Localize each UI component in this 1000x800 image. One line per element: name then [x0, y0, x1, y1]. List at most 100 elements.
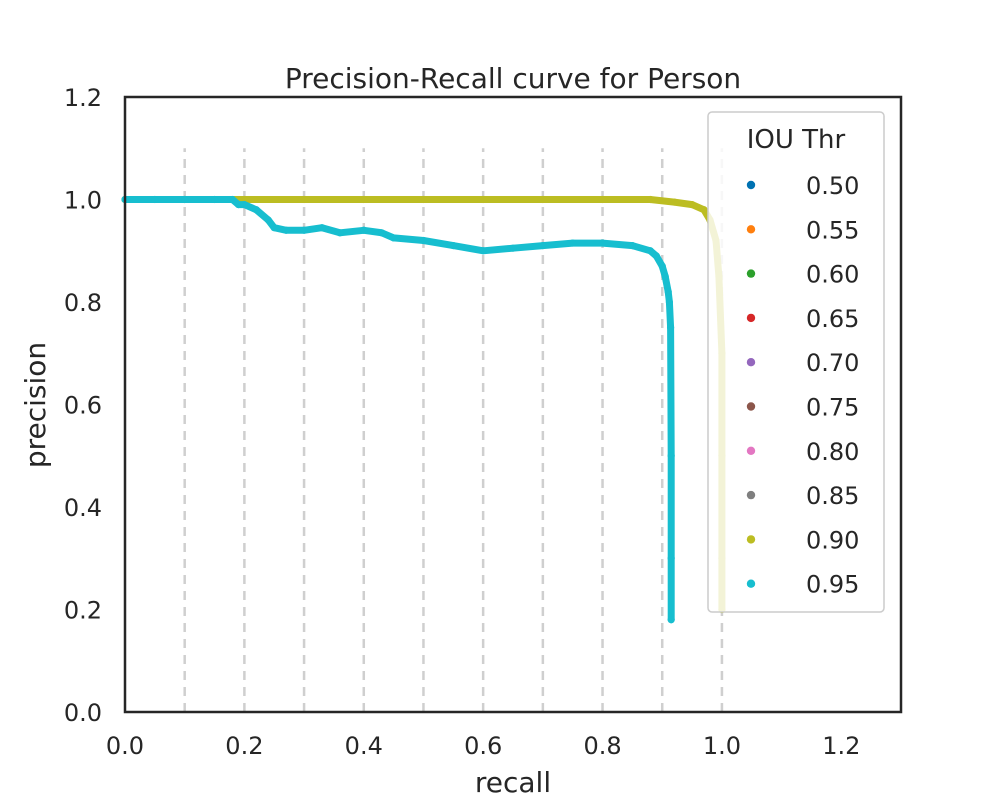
legend-label-0.50: 0.50 — [806, 172, 859, 200]
x-tick-label-1: 0.2 — [225, 732, 263, 760]
data-point-0.95-22 — [569, 239, 577, 247]
data-point-0.95-11 — [300, 226, 308, 234]
data-point-0.95-23 — [598, 239, 607, 247]
legend-label-0.60: 0.60 — [806, 261, 859, 289]
x-axis-ticks: 0.0 0.2 0.4 0.6 0.8 1.0 1.2 — [106, 732, 860, 760]
legend-item-0.65: 0.65 — [746, 305, 859, 333]
legend-marker-0.60 — [746, 269, 756, 278]
legend-marker-0.90 — [746, 535, 756, 544]
legend-label-0.80: 0.80 — [806, 438, 859, 466]
data-point-0.95-28 — [661, 272, 669, 280]
y-tick-label-5: 1.0 — [64, 187, 102, 215]
y-tick-label-0: 0.0 — [64, 699, 102, 727]
legend-marker-0.80 — [746, 446, 756, 455]
data-point-0.95-3 — [210, 195, 219, 204]
data-point-0.95-12 — [318, 224, 326, 232]
y-axis-label: precision — [19, 342, 52, 468]
data-point-0.90-11 — [688, 201, 696, 209]
data-point-0.95-4 — [228, 195, 237, 204]
data-point-0.90-12 — [700, 206, 708, 214]
data-point-0.95-5 — [234, 201, 243, 209]
data-point-0.90-4 — [360, 195, 368, 204]
data-point-0.90-9 — [646, 195, 654, 204]
legend-title: IOU Thr — [747, 125, 846, 155]
data-point-0.95-20 — [509, 244, 517, 252]
y-tick-label-3: 0.6 — [64, 392, 102, 420]
data-point-0.95-1 — [151, 195, 159, 204]
legend-item-0.90: 0.90 — [746, 526, 859, 554]
legend-item-0.95: 0.95 — [746, 571, 859, 599]
legend-label-0.85: 0.85 — [806, 482, 859, 510]
plot-area-frame — [123, 95, 903, 714]
data-point-0.95-24 — [628, 242, 636, 250]
x-tick-label-2: 0.4 — [345, 732, 383, 760]
chart-title: Precision-Recall curve for Person — [285, 62, 741, 95]
data-point-0.90-8 — [598, 195, 607, 204]
data-point-0.95-27 — [658, 262, 666, 270]
data-point-0.95-14 — [360, 226, 368, 234]
data-point-0.95-15 — [378, 229, 386, 237]
legend-item-0.60: 0.60 — [746, 261, 859, 289]
data-point-0.95-8 — [264, 216, 272, 224]
legend-marker-0.50 — [746, 180, 756, 190]
y-tick-label-1: 0.2 — [64, 597, 102, 625]
data-point-0.95-19 — [479, 247, 487, 255]
data-point-0.95-9 — [270, 224, 278, 232]
legend-label-0.55: 0.55 — [806, 216, 859, 244]
data-point-0.95-26 — [652, 252, 660, 260]
data-point-0.90-5 — [419, 195, 428, 204]
legend-item-0.80: 0.80 — [746, 438, 859, 466]
legend-marker-0.85 — [746, 490, 756, 500]
data-point-0.95-33 — [667, 554, 675, 562]
data-point-0.95-34 — [667, 616, 675, 624]
legend-marker-0.55 — [746, 225, 756, 234]
data-point-0.90-6 — [479, 195, 487, 204]
data-point-0.95-25 — [646, 247, 654, 255]
y-tick-label-2: 0.4 — [64, 494, 102, 522]
legend-marker-0.95 — [746, 579, 756, 588]
data-point-0.95-10 — [282, 226, 290, 234]
legend-label-0.70: 0.70 — [806, 349, 859, 377]
x-tick-label-4: 0.8 — [583, 732, 621, 760]
legend-marker-0.70 — [746, 358, 756, 367]
legend-frame — [707, 111, 885, 613]
legend: IOU Thr 0.50 0.55 0.60 0.65 0.70 0.75 0.80 0.85… — [707, 111, 885, 613]
legend-label-0.95: 0.95 — [806, 571, 859, 599]
data-point-0.90-7 — [539, 195, 547, 204]
data-point-0.95-30 — [665, 298, 673, 306]
data-point-0.95-2 — [181, 195, 189, 204]
data-point-0.95-17 — [419, 236, 428, 245]
data-point-0.90-10 — [670, 198, 678, 206]
data-point-0.95-29 — [664, 288, 672, 296]
x-axis-label: recall — [475, 766, 551, 799]
legend-label-0.65: 0.65 — [806, 305, 859, 333]
data-point-0.95-13 — [336, 229, 344, 237]
legend-item-0.55: 0.55 — [746, 216, 859, 244]
series-0.95 — [121, 195, 675, 624]
legend-marker-0.65 — [746, 313, 756, 323]
data-point-0.95-31 — [666, 324, 675, 332]
data-point-0.95-6 — [240, 201, 248, 209]
x-tick-label-3: 0.6 — [464, 732, 502, 760]
x-tick-label-0: 0.0 — [106, 732, 144, 760]
y-axis-ticks: 0.0 0.2 0.4 0.6 0.8 1.0 1.2 — [64, 84, 102, 727]
y-tick-label-4: 0.8 — [64, 289, 102, 317]
legend-item-0.50: 0.50 — [746, 172, 859, 200]
data-point-0.90-3 — [300, 195, 308, 204]
legend-item-0.70: 0.70 — [746, 349, 859, 377]
legend-marker-0.75 — [746, 402, 756, 411]
data-point-0.95-16 — [390, 234, 398, 242]
x-tick-label-5: 1.0 — [703, 732, 741, 760]
data-point-0.95-21 — [539, 242, 547, 250]
legend-items: 0.50 0.55 0.60 0.65 0.70 0.75 0.80 0.85 0.90 0.95 — [746, 172, 859, 599]
data-point-0.95-7 — [252, 206, 260, 214]
legend-label-0.75: 0.75 — [806, 394, 859, 422]
legend-item-0.75: 0.75 — [746, 394, 859, 422]
y-tick-label-6: 1.2 — [64, 84, 102, 112]
data-point-0.95-32 — [667, 452, 675, 460]
legend-item-0.85: 0.85 — [746, 482, 859, 510]
legend-label-0.90: 0.90 — [806, 526, 859, 554]
data-point-0.95-18 — [449, 242, 457, 250]
x-tick-label-6: 1.2 — [822, 732, 860, 760]
